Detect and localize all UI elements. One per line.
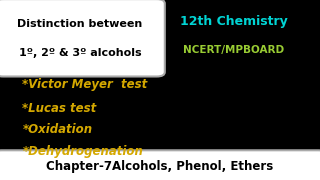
FancyBboxPatch shape	[0, 150, 320, 180]
Text: 12th Chemistry: 12th Chemistry	[180, 15, 287, 28]
Text: 1º, 2º & 3º alcohols: 1º, 2º & 3º alcohols	[19, 48, 141, 58]
Text: *Victor Meyer  test: *Victor Meyer test	[22, 78, 148, 91]
Text: Chapter-7Alcohols, Phenol, Ethers: Chapter-7Alcohols, Phenol, Ethers	[46, 160, 274, 173]
Text: *Lucas test: *Lucas test	[22, 102, 97, 114]
Text: *Oxidation: *Oxidation	[22, 123, 92, 136]
FancyBboxPatch shape	[0, 0, 165, 76]
Text: NCERT/MPBOARD: NCERT/MPBOARD	[183, 45, 284, 55]
Text: Distinction between: Distinction between	[17, 19, 143, 29]
Text: *Dehydrogenation: *Dehydrogenation	[22, 145, 143, 158]
